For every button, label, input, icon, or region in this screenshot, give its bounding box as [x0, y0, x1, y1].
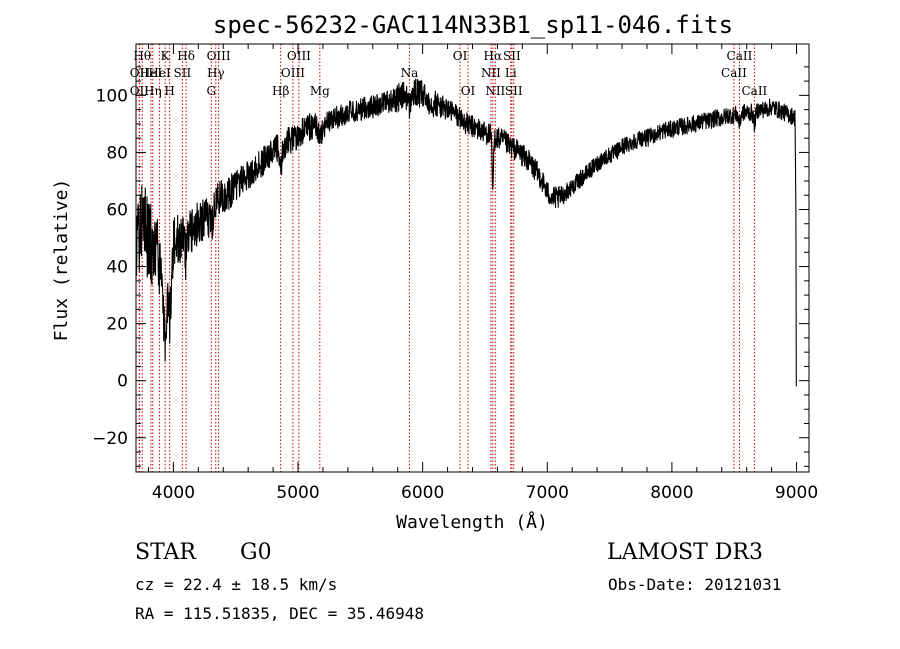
y-tick-label-4: 60	[106, 200, 128, 220]
line-label-5: HeI	[148, 66, 171, 80]
line-label-4: Hη	[144, 84, 162, 98]
x-tick-label-3: 7000	[526, 483, 569, 503]
y-tick-label-6: 100	[96, 86, 128, 106]
x-tick-label-2: 6000	[401, 483, 444, 503]
spectrum-line	[135, 78, 797, 387]
object-subclass: G0	[240, 540, 272, 565]
line-label-11: Hγ	[207, 66, 225, 80]
spectrum-series	[135, 78, 797, 387]
survey-name: LAMOST DR3	[607, 540, 763, 565]
x-tick-label-5: 9000	[775, 483, 818, 503]
line-label-8: SII	[174, 66, 192, 80]
line-label-6: K	[161, 49, 171, 63]
sky-coordinates: RA = 115.51835, DEC = 35.46948	[135, 604, 424, 623]
x-tick-label-0: 4000	[152, 483, 195, 503]
line-label-12: OIII	[207, 49, 231, 63]
line-label-14: OIII	[281, 66, 305, 80]
line-label-20: NII	[481, 66, 501, 80]
line-label-21: Hα	[484, 49, 503, 63]
observation-date: Obs-Date: 20121031	[608, 575, 782, 594]
line-label-10: G	[206, 84, 216, 98]
y-axis-label: Flux (relative)	[51, 179, 72, 342]
line-label-23: Li	[505, 66, 517, 80]
line-label-0: Hθ	[133, 49, 151, 63]
line-label-19: OI	[461, 84, 476, 98]
line-label-9: Hδ	[177, 49, 195, 63]
y-tick-label-0: −20	[92, 429, 128, 449]
line-labels: HθOIIOIIHeIHηHeIKHSIIHδGHγOIIIHβOIIIOIII…	[130, 49, 768, 98]
line-label-3: HeI	[140, 66, 163, 80]
x-tick-label-4: 8000	[650, 483, 693, 503]
y-tick-label-1: 0	[117, 372, 128, 392]
line-label-2: OII	[130, 84, 150, 98]
x-axis-label: Wavelength (Å)	[396, 511, 548, 533]
line-label-1: OII	[130, 66, 150, 80]
x-tick-label-1: 5000	[276, 483, 319, 503]
line-label-22: NII	[485, 84, 505, 98]
axis-ticks: 4000 5000 6000 7000 8000 9000 −20 0 20 40 60 80 100	[92, 44, 818, 503]
chart-title: spec-56232-GAC114N33B1_sp11-046.fits	[213, 11, 733, 39]
y-tick-label-2: 20	[106, 315, 128, 335]
line-label-7: H	[164, 84, 174, 98]
line-label-15: OIII	[287, 49, 311, 63]
line-label-24: SII	[503, 49, 521, 63]
line-label-25: SII	[505, 84, 523, 98]
line-label-18: OI	[453, 49, 468, 63]
object-class: STAR	[135, 540, 196, 565]
redshift-velocity: cz = 22.4 ± 18.5 km/s	[135, 575, 338, 594]
line-label-28: CaII	[741, 84, 767, 98]
line-label-27: CaII	[727, 49, 753, 63]
plot-frame	[135, 43, 810, 473]
line-label-17: Na	[401, 66, 419, 80]
line-label-13: Hβ	[272, 84, 289, 98]
y-tick-label-3: 40	[106, 258, 128, 278]
line-label-16: Mg	[310, 84, 330, 98]
y-tick-label-5: 80	[106, 143, 128, 163]
line-label-26: CaII	[721, 66, 747, 80]
